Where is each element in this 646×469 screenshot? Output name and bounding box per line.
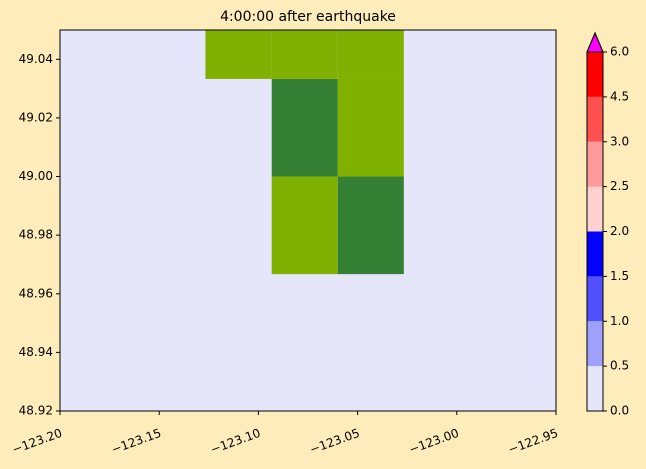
cell [337,78,404,177]
colorbar-tick-label: 6.0 [610,45,629,59]
colorbar-tick-label: 2.0 [610,224,629,238]
plot-frame [59,29,557,412]
y-tick-label: 49.02 [19,110,53,124]
cell [271,30,338,79]
colorbar-segment [587,96,603,142]
colorbar-segment [587,141,603,187]
y-tick-label: 49.00 [19,169,53,183]
colorbar-segment [587,366,603,411]
colorbar-segment [587,52,603,97]
y-tick-label: 48.94 [19,345,53,359]
colorbar-tick-label: 4.5 [610,89,629,103]
y-tick-label: 48.92 [19,404,53,418]
colorbar-tick-label: 0.5 [610,359,629,373]
cell [205,30,272,79]
y-tick-label: 48.96 [19,286,53,300]
cell [271,78,338,177]
colorbar-segment [587,276,603,322]
colorbar-tick-label: 1.5 [610,269,629,283]
y-tick-label: 49.04 [19,52,53,66]
colorbar-segment [587,186,603,232]
colorbar-tick-label: 3.0 [610,134,629,148]
colorbar-segment [587,321,603,367]
cell [337,30,404,79]
colorbar-tick-label: 1.0 [610,314,629,328]
cell [337,176,404,275]
colorbar-tick-label: 2.5 [610,179,629,193]
colorbar-segment [587,231,603,277]
y-tick-label: 48.98 [19,228,53,242]
cell [271,176,338,275]
chart-title: 4:00:00 after earthquake [220,9,396,25]
colorbar-tick-label: 0.0 [610,404,629,418]
